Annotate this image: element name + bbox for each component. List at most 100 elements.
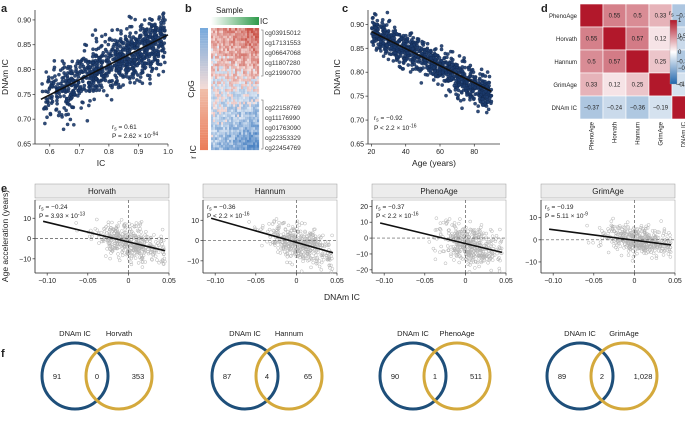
b-heat-cell <box>229 96 232 100</box>
b-heat-cell <box>229 71 232 74</box>
c-xlabel: Age (years) <box>412 158 456 168</box>
b-heat-cell <box>217 111 220 115</box>
a-point <box>43 121 47 126</box>
e-point <box>266 229 270 234</box>
c-point <box>410 63 414 67</box>
b-heat-cell <box>241 63 244 67</box>
b-heat-cell <box>249 58 252 62</box>
b-heat-cell <box>221 94 224 97</box>
b-heat-cell <box>221 127 224 130</box>
b-heat-cell <box>243 142 246 146</box>
b-heat-cell <box>219 53 222 57</box>
b-heat-cell <box>221 45 224 49</box>
c-point <box>431 78 436 82</box>
b-heat-cell <box>225 40 228 44</box>
b-heat-cell <box>235 58 238 62</box>
b-heat-cell <box>215 94 218 97</box>
c-point <box>389 46 394 50</box>
b-heat-cell <box>245 33 248 36</box>
c-point <box>455 95 460 100</box>
b-r-ic-bar-cell <box>200 86 208 90</box>
b-heat-cell <box>241 91 244 95</box>
a-point <box>117 71 121 76</box>
b-heat-cell <box>217 96 220 100</box>
c-point <box>380 18 385 22</box>
b-heat-cell <box>225 28 228 31</box>
b-heat-cell <box>243 106 246 110</box>
b-heat-cell <box>229 66 232 69</box>
e-point <box>279 233 283 237</box>
a-point <box>135 63 140 68</box>
e-point <box>498 227 502 232</box>
b-heat-cell <box>231 63 234 67</box>
b-heat-cell <box>253 45 256 49</box>
b-heat-cell <box>243 101 246 105</box>
b-heat-cell <box>241 132 244 135</box>
b-heat-cell <box>239 94 242 97</box>
b-heat-cell <box>239 28 242 31</box>
panel-letter-d: d <box>541 3 548 15</box>
b-heat-cell <box>215 55 218 59</box>
b-heat-cell <box>247 91 250 95</box>
b-heat-cell <box>223 71 226 74</box>
b-heat-cell <box>215 35 218 39</box>
b-heat-cell <box>239 116 242 120</box>
b-heat-cell <box>215 43 218 46</box>
b-heat-cell <box>229 142 232 146</box>
b-heat-cell <box>253 40 256 44</box>
e-fit-line <box>549 228 672 246</box>
b-heat-cell <box>231 33 234 36</box>
b-heat-cell <box>231 76 234 79</box>
b-title: Sample <box>216 6 244 15</box>
b-heat-cell <box>237 68 240 72</box>
b-heat-cell <box>241 53 244 57</box>
b-heat-cell <box>229 40 232 44</box>
b-r-ic-bar-cell <box>200 55 208 59</box>
c-point <box>370 40 374 44</box>
venn-right-count: 65 <box>304 372 312 381</box>
c-point <box>487 74 492 79</box>
b-heat-cell <box>225 106 228 110</box>
b-heat-cell <box>231 109 234 112</box>
a-point <box>144 27 149 32</box>
b-heat-cell <box>239 71 242 74</box>
e-point <box>662 227 667 231</box>
e-point <box>619 253 624 258</box>
b-heat-cell <box>235 91 238 95</box>
b-heat-cell <box>255 127 258 130</box>
e-point <box>626 253 631 257</box>
b-heat-cell <box>225 132 228 135</box>
a-point <box>81 56 86 61</box>
panel-letter-e: e <box>1 183 7 195</box>
b-heat-cell <box>219 101 222 105</box>
d-cell-value: 0.5 <box>587 60 596 66</box>
b-heat-cell <box>237 116 240 120</box>
b-heat-cell <box>249 147 252 151</box>
b-heat-cell <box>233 45 236 49</box>
b-heat-cell <box>215 83 218 87</box>
c-y-tick-label: 0.85 <box>350 46 364 53</box>
b-heat-cell <box>253 58 256 62</box>
b-heat-cell <box>231 50 234 54</box>
b-heat-cell <box>211 30 214 34</box>
b-heat-cell <box>213 122 216 125</box>
b-heat-cell <box>213 86 216 90</box>
e-point <box>286 223 291 228</box>
e-point <box>119 229 124 233</box>
c-point <box>385 43 389 48</box>
b-heat-cell <box>237 61 240 64</box>
a-point <box>140 81 145 86</box>
b-cpg-label: cg06647068 <box>265 50 301 57</box>
b-heat-cell <box>237 127 240 130</box>
c-point <box>424 65 429 70</box>
b-heat-cell <box>227 48 230 51</box>
e-point <box>271 228 275 233</box>
b-heat-cell <box>251 114 254 118</box>
b-heat-cell <box>215 119 218 123</box>
venn-left-count: 89 <box>558 372 566 381</box>
b-heat-cell <box>249 48 252 51</box>
b-heat-cell <box>243 119 246 123</box>
b-heat-cell <box>243 28 246 31</box>
e-point <box>285 260 289 265</box>
b-heat-cell <box>247 137 250 140</box>
